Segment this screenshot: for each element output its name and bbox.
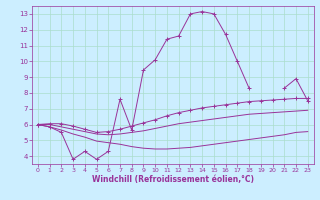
X-axis label: Windchill (Refroidissement éolien,°C): Windchill (Refroidissement éolien,°C) (92, 175, 254, 184)
